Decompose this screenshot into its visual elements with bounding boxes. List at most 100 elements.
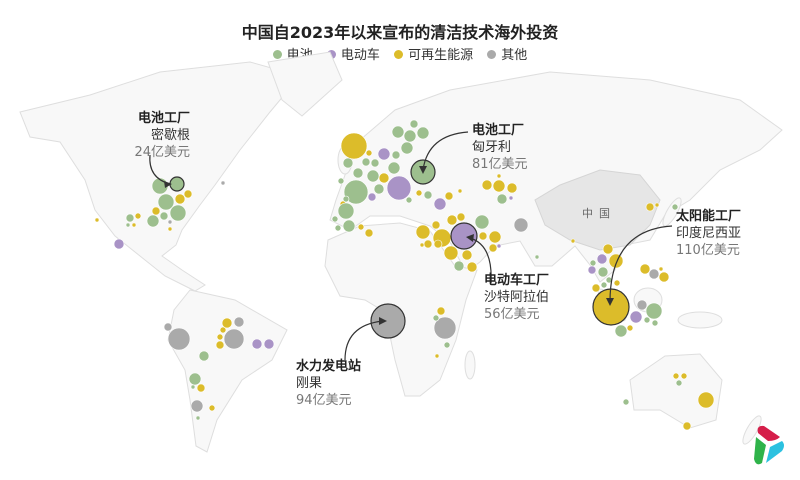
- bubble-renewable: [340, 132, 368, 160]
- annotation-value: 81亿美元: [472, 157, 528, 172]
- bubble-battery: [334, 224, 342, 232]
- bubble-renewable: [626, 324, 634, 332]
- legend-item-other: 其他: [487, 44, 527, 63]
- bubble-battery: [600, 281, 608, 289]
- bubble-battery: [391, 125, 405, 139]
- bubble-battery: [190, 384, 196, 390]
- bubble-renewable: [613, 279, 621, 287]
- annotation-type: 太阳能工厂: [676, 209, 742, 224]
- annotation-place: 沙特阿拉伯: [484, 290, 550, 305]
- bubble-battery: [400, 141, 414, 155]
- bubble-renewable: [196, 383, 206, 393]
- bubble-renewable: [444, 191, 454, 201]
- bubble-battery: [366, 169, 380, 183]
- bubble-ev: [113, 238, 125, 250]
- bubble-renewable: [219, 326, 227, 334]
- logo-petal-green: [754, 437, 766, 465]
- bubble-battery: [391, 150, 401, 160]
- bubble-battery: [352, 167, 364, 179]
- bubble-battery: [361, 157, 371, 167]
- legend-label: 其他: [501, 48, 528, 63]
- bubble-battery: [597, 266, 609, 278]
- bubble-renewable: [602, 243, 614, 255]
- bubble-renewable: [365, 149, 373, 157]
- bubble-battery: [387, 161, 401, 175]
- bubble-ev: [587, 265, 597, 275]
- investment-bubbles: [94, 119, 715, 431]
- bubble-renewable: [658, 271, 670, 283]
- bubble-renewable: [94, 217, 100, 223]
- annotation-indonesia: 太阳能工厂 印度尼西亚 110亿美元: [676, 208, 741, 259]
- bubble-battery: [405, 196, 413, 204]
- bubble-other: [636, 299, 648, 311]
- greenland: [267, 51, 343, 117]
- annotation-michigan: 电池工厂 密歇根 24亿美元: [90, 110, 190, 161]
- annotation-value: 24亿美元: [134, 145, 190, 160]
- bubble-other: [190, 399, 204, 413]
- bubble-other: [433, 316, 457, 340]
- bubble-battery: [331, 215, 339, 223]
- bubble-battery: [195, 415, 201, 421]
- bubble-battery: [157, 193, 175, 211]
- bubble-battery: [614, 324, 628, 338]
- bubble-renewable: [457, 188, 463, 194]
- arrowhead-icon: [164, 181, 172, 188]
- bubble-other: [513, 217, 529, 233]
- bubble-battery: [146, 214, 160, 228]
- bubble-renewable: [645, 202, 655, 212]
- bubble-battery: [125, 213, 135, 223]
- bubble-renewable: [167, 226, 173, 232]
- bubble-battery: [342, 157, 354, 169]
- arrow-congo: [344, 320, 384, 361]
- bubble-battery: [188, 372, 202, 386]
- bubble-battery: [589, 259, 597, 267]
- annotation-type: 水力发电站: [296, 359, 362, 374]
- bubble-battery: [337, 177, 345, 185]
- bubble-ev-highlighted: [450, 222, 478, 250]
- bubble-renewable: [415, 224, 431, 240]
- bubble-renewable: [461, 249, 473, 261]
- bubble-battery: [474, 214, 490, 230]
- bubble-battery: [343, 179, 369, 205]
- annotation-saudi-arabia: 电动车工厂 沙特阿拉伯 56亿美元: [484, 272, 549, 323]
- bubble-ev: [629, 310, 643, 324]
- arrowheads: [164, 166, 614, 325]
- arrowhead-icon: [379, 317, 387, 325]
- bubble-ev: [377, 147, 391, 161]
- bubble-renewable: [456, 212, 466, 222]
- bubble-battery: [169, 204, 187, 222]
- new-guinea: [677, 311, 723, 329]
- bubble-battery: [645, 302, 663, 320]
- arrowhead-icon: [466, 234, 474, 242]
- bubble-renewable: [492, 179, 506, 193]
- bubble-other: [648, 268, 660, 280]
- legend-label: 电动车: [340, 48, 380, 63]
- bubble-renewable: [433, 239, 443, 249]
- bubble-battery: [342, 195, 350, 203]
- bubble-renewable: [174, 193, 186, 205]
- bubble-battery: [159, 211, 169, 221]
- bubble-battery: [423, 190, 433, 200]
- bubble-renewable: [431, 220, 441, 230]
- bubble-battery: [651, 319, 659, 327]
- bubble-other: [163, 322, 173, 332]
- bubble-battery: [622, 398, 630, 406]
- bubble-battery: [370, 158, 380, 168]
- bubble-battery-highlighted: [169, 176, 185, 192]
- bubble-renewable-highlighted: [592, 288, 630, 326]
- bubble-battery: [534, 254, 540, 260]
- bubble-battery: [198, 350, 210, 362]
- bubble-battery: [496, 193, 508, 205]
- bubble-renewable: [481, 179, 493, 191]
- logo-petal-blue: [766, 441, 784, 463]
- annotation-congo: 水力发电站 刚果 94亿美元: [296, 358, 361, 409]
- bubble-ev: [263, 338, 275, 350]
- bubble-renewable: [434, 353, 440, 359]
- arrowhead-icon: [606, 298, 614, 306]
- bubble-renewable: [496, 173, 502, 179]
- bubble-battery: [416, 126, 430, 140]
- annotation-place: 密歇根: [150, 128, 190, 143]
- legend-label: 可再生能源: [408, 48, 474, 63]
- arrow-saudi: [469, 237, 492, 284]
- bubble-battery: [671, 203, 679, 211]
